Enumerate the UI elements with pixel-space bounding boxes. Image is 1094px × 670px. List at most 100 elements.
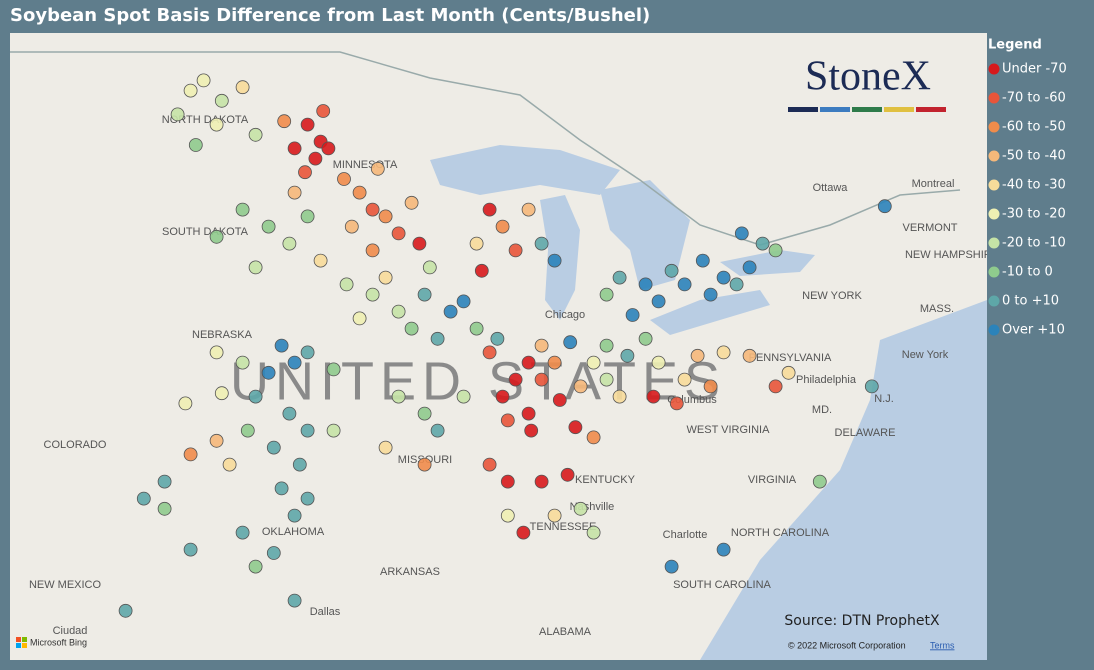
data-point (524, 423, 539, 438)
data-point (300, 423, 315, 438)
data-point (300, 209, 315, 224)
data-point (456, 389, 471, 404)
map-label: ALABAMA (539, 626, 592, 638)
logo: StoneX (805, 54, 931, 100)
data-point (755, 236, 770, 251)
data-point (500, 474, 515, 489)
data-point (534, 338, 549, 353)
data-point (214, 386, 229, 401)
data-point (430, 423, 445, 438)
legend-swatch (988, 92, 1000, 104)
data-point (209, 229, 224, 244)
data-point (716, 345, 731, 360)
data-point (729, 277, 744, 292)
data-point (178, 396, 193, 411)
data-point (287, 355, 302, 370)
data-point (521, 406, 536, 421)
data-point (534, 474, 549, 489)
map-label: NEW HAMPSHIRE (905, 249, 999, 261)
data-point (716, 542, 731, 557)
data-point (768, 243, 783, 258)
data-point (391, 226, 406, 241)
terms-link[interactable]: Terms (930, 640, 955, 650)
map-label: Chicago (545, 309, 585, 321)
data-point (183, 83, 198, 98)
data-point (235, 525, 250, 540)
data-point (664, 559, 679, 574)
data-point (877, 199, 892, 214)
data-point (214, 93, 229, 108)
data-point (547, 253, 562, 268)
data-point (188, 138, 203, 152)
data-point (586, 355, 601, 370)
data-point (669, 396, 684, 411)
map-label: MASS. (920, 303, 954, 315)
data-point (370, 161, 385, 176)
data-point (261, 219, 276, 234)
data-point (500, 413, 515, 428)
data-point (274, 338, 289, 353)
data-point (573, 501, 588, 516)
map-label: MINNESOTA (333, 159, 398, 171)
legend-label: -70 to -60 (1002, 91, 1066, 106)
data-point (240, 423, 255, 438)
data-point (482, 457, 497, 472)
data-point (277, 114, 292, 129)
data-point (292, 457, 307, 472)
data-point (316, 104, 331, 118)
data-point (695, 253, 710, 268)
data-point (638, 331, 653, 346)
legend-swatch (988, 295, 1000, 307)
legend-label: 0 to +10 (1002, 294, 1059, 309)
data-point (326, 423, 341, 438)
data-point (599, 338, 614, 353)
map-label: NEW YORK (802, 290, 862, 302)
data-point (183, 447, 198, 462)
lake-erie (650, 290, 770, 335)
data-point (235, 80, 250, 95)
data-point (404, 321, 419, 336)
title: Soybean Spot Basis Difference from Last … (10, 5, 650, 26)
source: Source: DTN ProphetX (784, 613, 940, 629)
data-point (864, 379, 879, 394)
data-point (625, 308, 640, 322)
map-label: N.J. (874, 393, 894, 405)
data-point (734, 226, 749, 241)
data-point (308, 151, 323, 166)
data-point (716, 270, 731, 285)
map-label: COLORADO (44, 439, 107, 451)
legend-label: -60 to -50 (1002, 120, 1066, 135)
legend-swatch (988, 150, 1000, 162)
map-label: Charlotte (663, 529, 708, 541)
legend-swatch (988, 121, 1000, 133)
data-point (378, 209, 393, 224)
bing: Microsoft Bing (30, 637, 87, 647)
data-point (573, 379, 588, 394)
legend-label: Under -70 (1002, 62, 1067, 77)
map-label: Philadelphia (796, 374, 857, 386)
data-point (412, 236, 427, 251)
data-point (534, 236, 549, 251)
logo-bar (788, 107, 946, 112)
data-point (495, 219, 510, 234)
data-point (157, 501, 172, 516)
data-point (664, 263, 679, 278)
data-point (378, 270, 393, 285)
map-label: ARKANSAS (380, 566, 440, 578)
data-point (287, 185, 302, 200)
data-point (508, 243, 523, 258)
data-point (677, 277, 692, 292)
data-point (417, 406, 432, 421)
data-point (547, 508, 562, 523)
data-point (586, 430, 601, 445)
data-point (196, 73, 211, 88)
data-point (282, 236, 297, 251)
map-label: Ciudad (53, 625, 88, 637)
legend-label: -30 to -20 (1002, 207, 1066, 222)
data-point (469, 236, 484, 251)
data-point (248, 559, 263, 574)
data-point (599, 372, 614, 387)
data-point (677, 372, 692, 387)
data-point (742, 348, 757, 363)
